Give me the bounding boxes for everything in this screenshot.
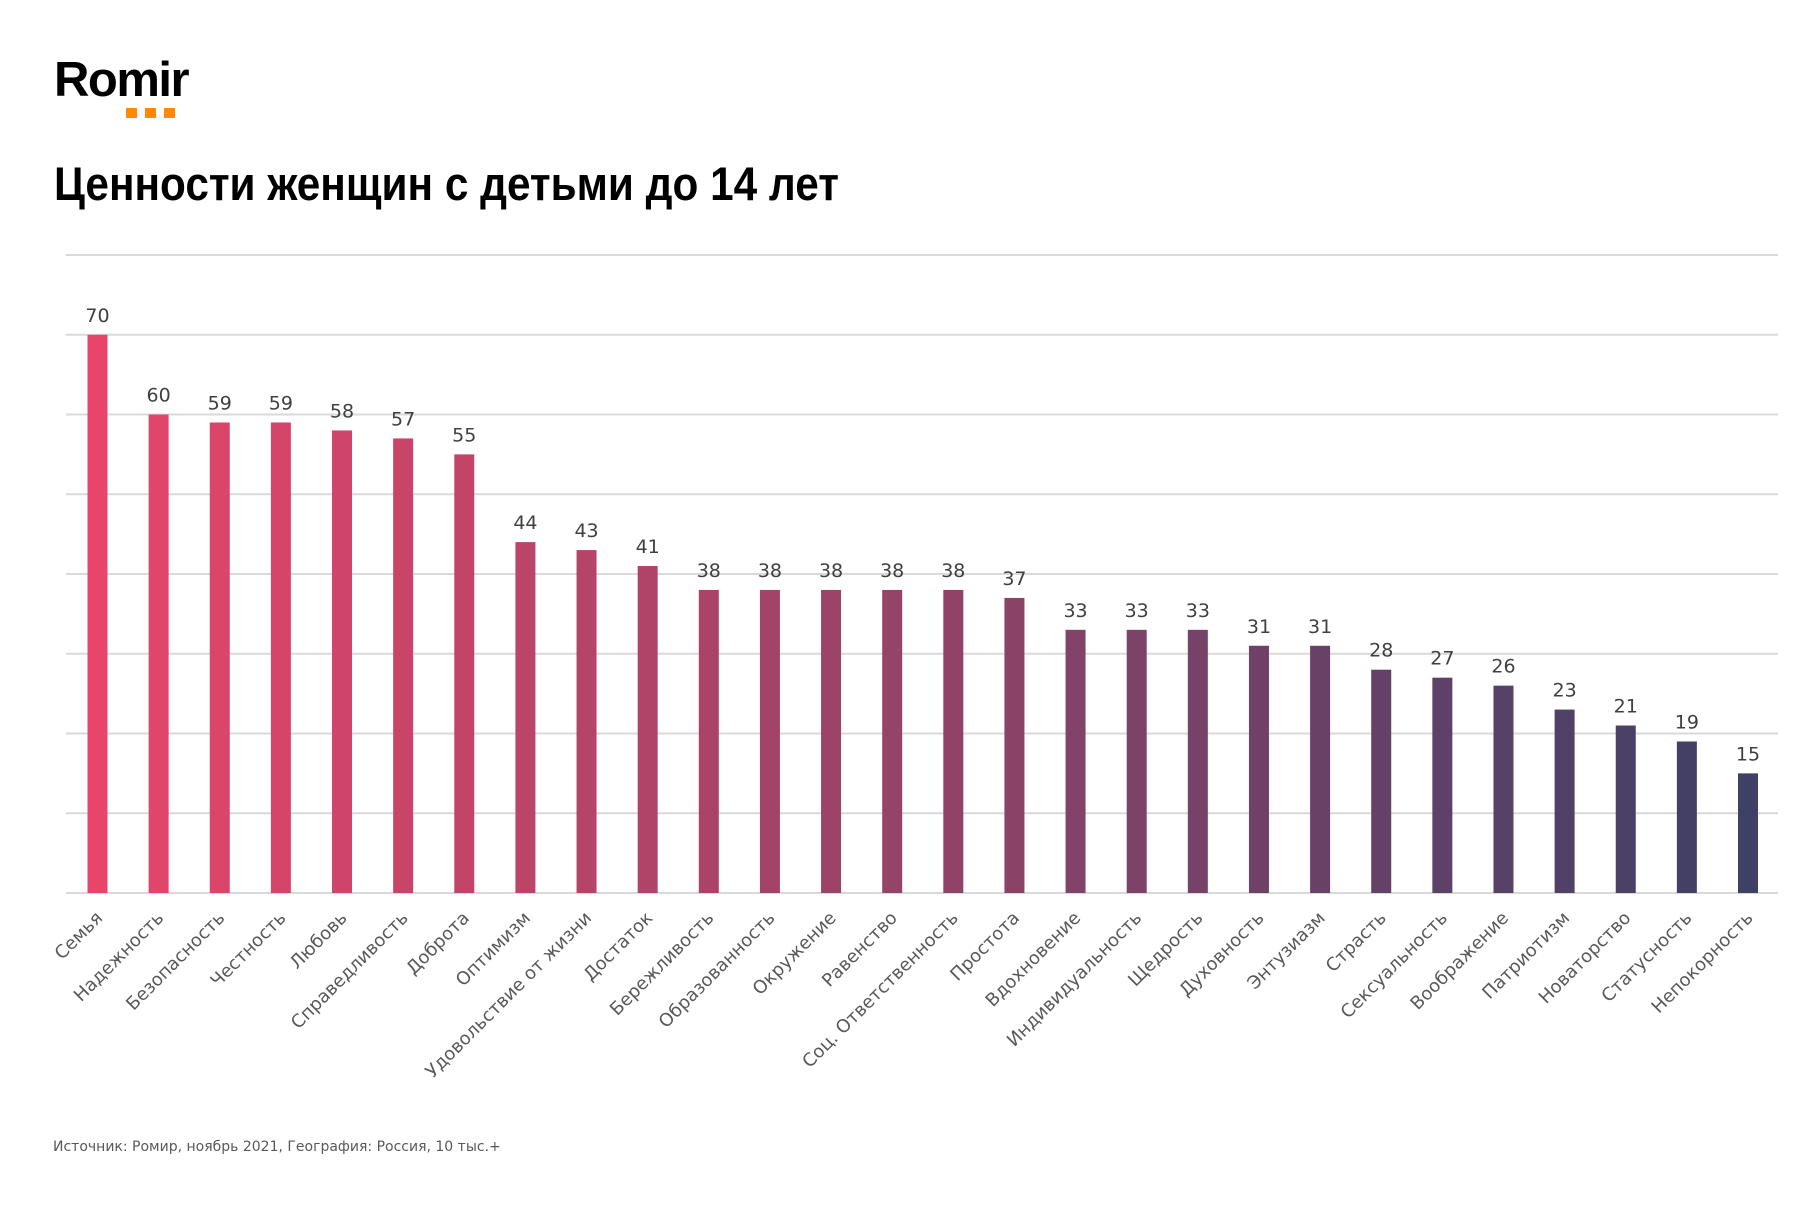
bar <box>393 438 414 893</box>
romir-logo: Romir <box>54 50 190 120</box>
data-label: 15 <box>1736 743 1760 765</box>
data-label: 33 <box>1125 600 1149 622</box>
bar <box>1065 629 1086 893</box>
data-label: 59 <box>208 392 232 414</box>
bar <box>576 550 597 893</box>
data-label: 21 <box>1614 696 1638 718</box>
bar <box>759 589 780 893</box>
bar <box>270 422 291 893</box>
bars <box>87 334 1758 894</box>
logo-dots <box>126 108 175 118</box>
data-label: 38 <box>941 560 965 582</box>
bar <box>1615 725 1636 893</box>
logo-dot <box>164 108 175 118</box>
bar <box>87 334 108 893</box>
bar <box>148 414 169 893</box>
x-tick-label: Справедливость <box>287 908 413 1034</box>
data-label: 58 <box>330 400 354 422</box>
data-label: 43 <box>574 520 598 542</box>
bar <box>1248 645 1269 893</box>
data-labels: 70 60 59 59 58 57 55 44 43 41 38 38 38 38 38 37 33 33 33 31… <box>85 305 1760 766</box>
gridlines <box>66 254 1778 894</box>
bar <box>454 454 475 894</box>
bar <box>1738 773 1758 894</box>
bar <box>1371 669 1392 893</box>
logo-text: Romir <box>54 53 190 107</box>
data-label: 38 <box>880 560 904 582</box>
data-label: 26 <box>1491 656 1515 678</box>
bar <box>882 589 903 893</box>
data-label: 41 <box>636 536 660 558</box>
data-label: 37 <box>1002 568 1026 590</box>
data-label: 70 <box>85 305 109 327</box>
logo-dot <box>145 108 156 118</box>
bar <box>1493 685 1514 893</box>
page-title: Ценности женщин с детьми до 14 лет <box>54 157 839 210</box>
data-label: 38 <box>758 560 782 582</box>
bar <box>698 589 719 893</box>
x-tick-label: Сексуальность <box>1337 908 1452 1023</box>
bar <box>1310 645 1331 893</box>
data-label: 38 <box>819 560 843 582</box>
bar <box>1187 629 1208 893</box>
data-label: 28 <box>1369 640 1393 662</box>
bar <box>332 430 353 893</box>
data-label: 44 <box>513 512 537 534</box>
bar <box>515 542 536 893</box>
bar <box>1004 597 1025 893</box>
data-label: 31 <box>1308 616 1332 638</box>
bar <box>637 566 658 893</box>
data-label: 38 <box>697 560 721 582</box>
x-tick-label: Семья <box>51 908 107 964</box>
data-label: 60 <box>147 385 171 407</box>
x-tick-label: Бережливость <box>606 908 718 1020</box>
x-tick-label: Образованность <box>655 908 780 1033</box>
data-label: 57 <box>391 408 415 430</box>
bar <box>1126 629 1147 893</box>
bar <box>1432 677 1453 893</box>
bar <box>1554 709 1575 893</box>
bar <box>821 589 842 893</box>
data-label: 23 <box>1553 680 1577 702</box>
x-axis-labels: СемьяНадежностьБезопасностьЧестностьЛюбо… <box>51 908 1758 1083</box>
data-label: 59 <box>269 392 293 414</box>
data-label: 31 <box>1247 616 1271 638</box>
data-label: 55 <box>452 424 476 446</box>
logo-dot <box>126 108 137 118</box>
bar <box>1676 741 1697 893</box>
source-note: Источник: Ромир, ноябрь 2021, География:… <box>53 1139 501 1155</box>
data-label: 19 <box>1675 711 1699 733</box>
bar <box>943 589 964 893</box>
data-label: 33 <box>1063 600 1087 622</box>
data-label: 27 <box>1430 648 1454 670</box>
bar <box>209 422 230 893</box>
data-label: 33 <box>1186 600 1210 622</box>
